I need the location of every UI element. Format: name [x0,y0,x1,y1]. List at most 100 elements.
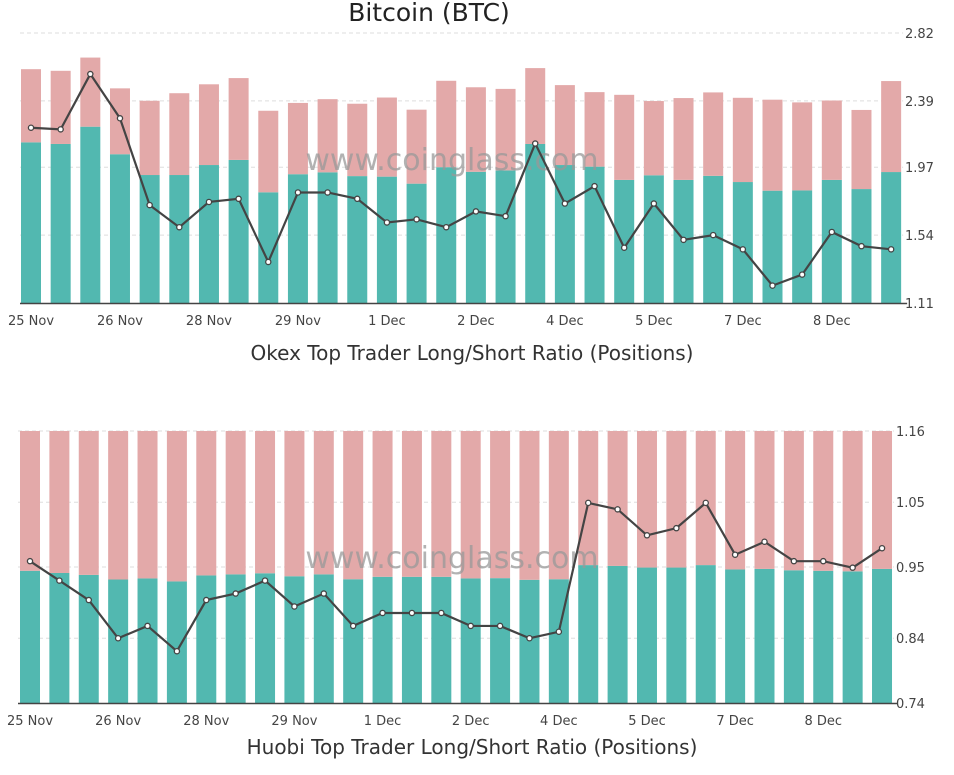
ratio-point [320,590,328,597]
x-tick-label: 29 Nov [271,714,317,729]
long-bar [465,171,486,303]
ratio-point [203,596,210,604]
short-bar [725,431,746,570]
short-bar [636,431,657,568]
short-bar [376,97,397,177]
ratio-point [291,603,298,610]
short-bar [465,87,486,172]
okex-chart-title: Okex Top Trader Long/Short Ratio (Positi… [250,341,694,365]
y-tick-label: 1.97 [905,161,934,176]
long-bar [436,167,457,303]
ratio-point [849,564,856,571]
short-bar [78,431,99,575]
short-bar [821,100,842,180]
long-bar [169,175,190,303]
short-bar [137,431,158,579]
ratio-point [761,538,768,545]
x-tick-label: 28 Nov [186,314,232,329]
short-bar [313,431,334,575]
ratio-point [324,189,331,196]
ratio-point [349,622,357,630]
long-bar [554,165,575,303]
short-bar [80,57,101,127]
y-tick-label: 2.82 [905,27,934,42]
y-tick-label: 1.11 [905,297,934,312]
long-bar [725,569,746,703]
ratio-point [555,628,563,636]
short-bar [372,431,393,577]
x-tick-label: 8 Dec [813,314,851,329]
y-tick-label: 1.54 [905,229,934,244]
short-bar [851,109,872,190]
short-bar [347,103,368,177]
x-tick-label: 25 Nov [7,714,53,729]
long-bar [525,143,546,303]
long-bar [21,142,41,303]
ratio-line [30,71,892,287]
ratio-point [261,577,269,584]
ratio-point [57,126,64,133]
long-bar [695,565,716,703]
ratio-point [887,246,895,253]
short-bar [673,98,694,180]
ratio-point [531,140,539,147]
x-tick-label: 5 Dec [635,314,673,329]
long-bar [703,175,724,303]
long-bar [460,578,481,703]
ratio-point [354,195,361,203]
ratio-point [828,228,836,236]
long-bar [198,165,219,303]
ratio-point [467,622,474,630]
ratio-point [591,182,598,190]
x-tick-label: 2 Dec [452,714,490,729]
long-bar [762,190,783,303]
ratio-point [526,634,533,642]
short-bar [881,81,902,173]
watermark: www.coinglass.com [305,143,598,178]
ratio-point [294,189,302,196]
short-bar [166,431,187,582]
ratio-point [413,216,420,223]
huobi-chart-title: Huobi Top Trader Long/Short Ratio (Posit… [246,735,698,759]
x-tick-label: 8 Dec [804,714,842,729]
ratio-point [561,200,569,207]
long-bar [666,567,687,703]
long-bar [614,179,635,303]
ratio-point [442,223,450,231]
x-tick-label: 1 Dec [368,314,406,329]
long-bar [317,172,338,303]
short-bar [343,431,364,580]
short-bar [21,69,41,143]
watermark: www.coinglass.com [305,541,598,576]
y-tick-label: 0.84 [896,632,925,647]
ratio-point [27,124,35,131]
x-tick-label: 28 Nov [183,714,229,729]
long-bar [228,159,249,303]
ratio-point [438,609,445,617]
ratio-point [408,609,416,617]
ratio-point [144,622,151,630]
long-bar [406,183,427,303]
long-bar [376,176,397,303]
short-bar [198,84,219,166]
short-bar [732,97,753,183]
short-bar [813,431,834,571]
ratio-point [176,223,183,231]
long-bar [578,565,599,703]
long-bar [196,575,217,703]
x-tick-label: 26 Nov [95,714,141,729]
short-bar [20,431,40,571]
ratio-point [769,282,776,289]
ratio-point [709,231,717,239]
long-bar [343,579,364,703]
short-bar [108,431,129,580]
y-tick-label: 2.39 [905,95,934,110]
ratio-point [820,557,827,565]
ratio-point [739,246,747,253]
long-bar [372,576,393,703]
y-tick-label: 0.74 [896,697,925,712]
ratio-point [702,499,709,507]
ratio-point [643,532,651,539]
short-bar [754,431,775,569]
ratio-point [650,200,658,207]
